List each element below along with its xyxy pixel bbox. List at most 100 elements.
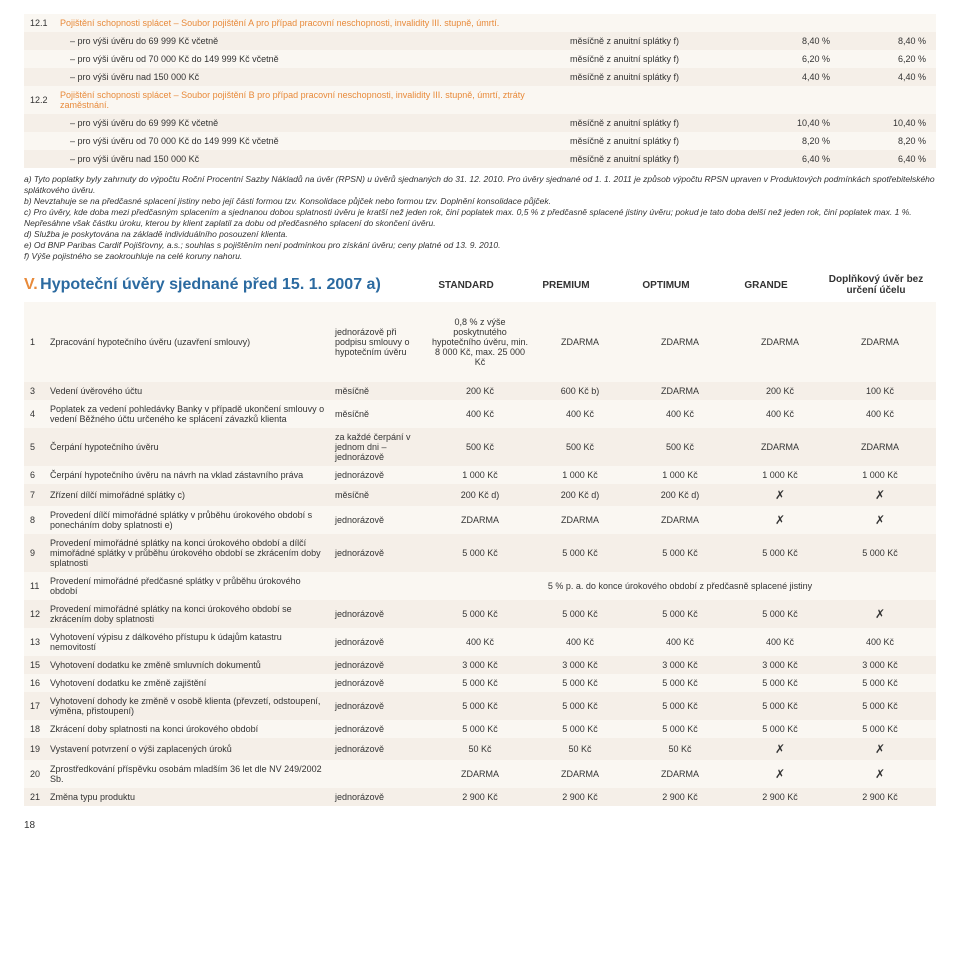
row-period: jednorázově: [335, 548, 430, 558]
row-value: ✗: [730, 742, 830, 756]
row-value: ✗: [830, 513, 930, 527]
row-value: 400 Kč: [630, 637, 730, 647]
row-number: 6: [30, 470, 50, 480]
row-12-1-sub3: – pro výši úvěru nad 150 000 Kč měsíčně …: [24, 68, 936, 86]
row-value: 2 900 Kč: [630, 792, 730, 802]
row-value: 3 000 Kč: [830, 660, 930, 670]
row-value: 2 900 Kč: [530, 792, 630, 802]
row-number: 5: [30, 442, 50, 452]
row-number: 9: [30, 548, 50, 558]
row-value: ZDARMA: [730, 442, 830, 452]
row-value: 5 000 Kč: [430, 678, 530, 688]
fn-f: f) Výše pojistného se zaokrouhluje na ce…: [24, 251, 936, 262]
row-desc: Zkrácení doby splatnosti na konci úrokov…: [50, 724, 335, 734]
row-value: 500 Kč: [630, 442, 730, 452]
table-row: 3Vedení úvěrového účtuměsíčně200 Kč600 K…: [24, 382, 936, 400]
page-number: 18: [24, 820, 936, 831]
row-value: 5 000 Kč: [730, 609, 830, 619]
row-value: ZDARMA: [830, 442, 930, 452]
row-title: Pojištění schopnosti splácet – Soubor po…: [60, 90, 570, 110]
row-12-1-sub2: – pro výši úvěru od 70 000 Kč do 149 999…: [24, 50, 936, 68]
row-period: měsíčně: [335, 386, 430, 396]
table-row: 1Zpracování hypotečního úvěru (uzavření …: [24, 302, 936, 382]
subrow-period: měsíčně z anuitní splátky f): [570, 36, 730, 46]
row-desc: Zprostředkování příspěvku osobám mladším…: [50, 764, 335, 784]
row-value: 5 000 Kč: [830, 701, 930, 711]
sectionV-prefix: V.: [24, 276, 38, 293]
row-value: ZDARMA: [530, 337, 630, 347]
subrow-v2: 10,40 %: [830, 118, 930, 128]
row-number: 16: [30, 678, 50, 688]
row-value: 2 900 Kč: [430, 792, 530, 802]
row-value: 5 000 Kč: [730, 548, 830, 558]
row-value: 1 000 Kč: [630, 470, 730, 480]
row-value: 5 000 Kč: [430, 701, 530, 711]
row-period: jednorázově: [335, 637, 430, 647]
row-value: 5 000 Kč: [530, 548, 630, 558]
row-period: jednorázově: [335, 744, 430, 754]
row-value: 400 Kč: [530, 409, 630, 419]
row-value: ZDARMA: [630, 337, 730, 347]
row-value: 50 Kč: [430, 744, 530, 754]
subrow-desc: – pro výši úvěru od 70 000 Kč do 149 999…: [60, 54, 570, 64]
row-value: 5 000 Kč: [630, 724, 730, 734]
row-number: 11: [30, 581, 50, 591]
row-period: jednorázově: [335, 724, 430, 734]
row-desc: Vystavení potvrzení o výši zaplacených ú…: [50, 744, 335, 754]
table-row: 8Provedení dílčí mimořádné splátky v prů…: [24, 506, 936, 534]
row-value: 0,8 % z výše poskytnutého hypotečního úv…: [430, 317, 530, 367]
row-12-2-sub1: – pro výši úvěru do 69 999 Kč včetně měs…: [24, 114, 936, 132]
subrow-v1: 4,40 %: [730, 72, 830, 82]
subrow-desc: – pro výši úvěru nad 150 000 Kč: [60, 72, 570, 82]
subrow-v2: 4,40 %: [830, 72, 930, 82]
subrow-v2: 6,20 %: [830, 54, 930, 64]
row-value: ✗: [730, 488, 830, 502]
subrow-desc: – pro výši úvěru do 69 999 Kč včetně: [60, 118, 570, 128]
row-desc: Změna typu produktu: [50, 792, 335, 802]
row-number: 15: [30, 660, 50, 670]
row-value: 200 Kč d): [430, 490, 530, 500]
row-value: 200 Kč: [730, 386, 830, 396]
row-value: 5 000 Kč: [430, 548, 530, 558]
row-period: za každé čerpání v jednom dni – jednoráz…: [335, 432, 430, 462]
table-row: 12Provedení mimořádné splátky na konci ú…: [24, 600, 936, 628]
row-desc: Čerpání hypotečního úvěru na návrh na vk…: [50, 470, 335, 480]
row-value: 400 Kč: [730, 409, 830, 419]
row-value: 600 Kč b): [530, 386, 630, 396]
row-value: ✗: [730, 513, 830, 527]
subrow-period: měsíčně z anuitní splátky f): [570, 154, 730, 164]
subrow-desc: – pro výši úvěru do 69 999 Kč včetně: [60, 36, 570, 46]
row-desc: Vyhotovení dodatku ke změně zajištění: [50, 678, 335, 688]
row-value: 5 000 Kč: [630, 701, 730, 711]
row-period: jednorázově: [335, 792, 430, 802]
col-doplnkovy: Doplňkový úvěr bez určení účelu: [816, 274, 936, 296]
row-title: Pojištění schopnosti splácet – Soubor po…: [60, 18, 570, 28]
row-number: 19: [30, 744, 50, 754]
subrow-period: měsíčně z anuitní splátky f): [570, 72, 730, 82]
row-period: jednorázově: [335, 701, 430, 711]
row-value: 5 000 Kč: [630, 609, 730, 619]
row-12-1: 12.1 Pojištění schopnosti splácet – Soub…: [24, 14, 936, 32]
row-desc: Vyhotovení dodatku ke změně smluvních do…: [50, 660, 335, 670]
row-value: 3 000 Kč: [430, 660, 530, 670]
row-value: 3 000 Kč: [730, 660, 830, 670]
row-period: měsíčně: [335, 490, 430, 500]
row-value: 50 Kč: [530, 744, 630, 754]
table-row: 11Provedení mimořádné předčasné splátky …: [24, 572, 936, 600]
row-value: 2 900 Kč: [830, 792, 930, 802]
subrow-v1: 8,40 %: [730, 36, 830, 46]
sectionV-title-text: Hypoteční úvěry sjednané před 15. 1. 200…: [40, 276, 381, 293]
subrow-v1: 8,20 %: [730, 136, 830, 146]
subrow-v1: 10,40 %: [730, 118, 830, 128]
row-period: jednorázově: [335, 678, 430, 688]
sectionV-header: V. Hypoteční úvěry sjednané před 15. 1. …: [24, 274, 936, 296]
row-value: 1 000 Kč: [830, 470, 930, 480]
row-value: 400 Kč: [630, 409, 730, 419]
row-12-1-sub1: – pro výši úvěru do 69 999 Kč včetně měs…: [24, 32, 936, 50]
row-value: 1 000 Kč: [430, 470, 530, 480]
row-value: 200 Kč d): [630, 490, 730, 500]
row-period: měsíčně: [335, 409, 430, 419]
col-optimum: OPTIMUM: [616, 280, 716, 291]
row-desc: Provedení mimořádné předčasné splátky v …: [50, 576, 335, 596]
col-standard: STANDARD: [416, 280, 516, 291]
